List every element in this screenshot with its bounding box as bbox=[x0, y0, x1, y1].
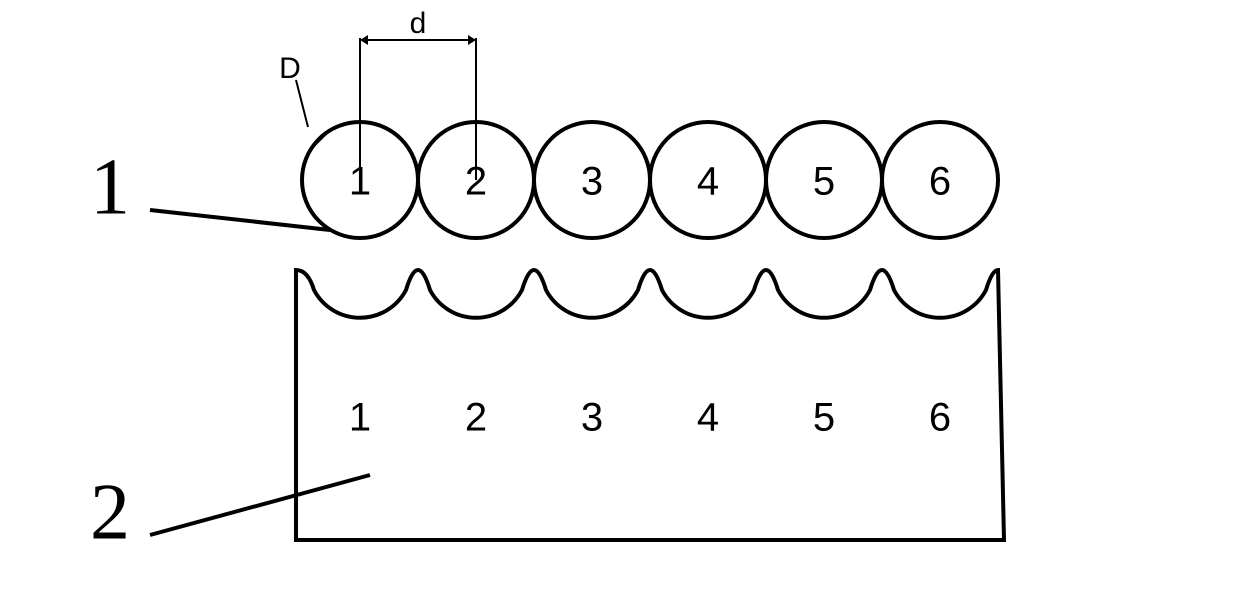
roller-label: 6 bbox=[929, 160, 951, 204]
roller-label: 3 bbox=[581, 160, 603, 204]
cavity-label: 6 bbox=[929, 396, 951, 440]
dimension-d-label: d bbox=[410, 7, 427, 40]
callout-2-leader bbox=[150, 475, 370, 535]
callout-1-label: 1 bbox=[90, 143, 130, 231]
dimension-d-arrow-left bbox=[360, 35, 368, 45]
callout-1-leader bbox=[150, 210, 330, 230]
roller-label: 4 bbox=[697, 160, 719, 204]
dimension-D-label: D bbox=[279, 52, 301, 85]
callout-2-label: 2 bbox=[90, 468, 130, 556]
cavity-label: 5 bbox=[813, 396, 835, 440]
cavity-label: 1 bbox=[349, 396, 371, 440]
cavity-label: 2 bbox=[465, 396, 487, 440]
dimension-D-tick bbox=[312, 132, 328, 148]
cavity-block bbox=[296, 270, 1004, 540]
roller-label: 5 bbox=[813, 160, 835, 204]
cavity-label: 4 bbox=[697, 396, 719, 440]
cavity-label: 3 bbox=[581, 396, 603, 440]
dimension-D-leader bbox=[296, 80, 308, 127]
dimension-d-arrow-right bbox=[468, 35, 476, 45]
